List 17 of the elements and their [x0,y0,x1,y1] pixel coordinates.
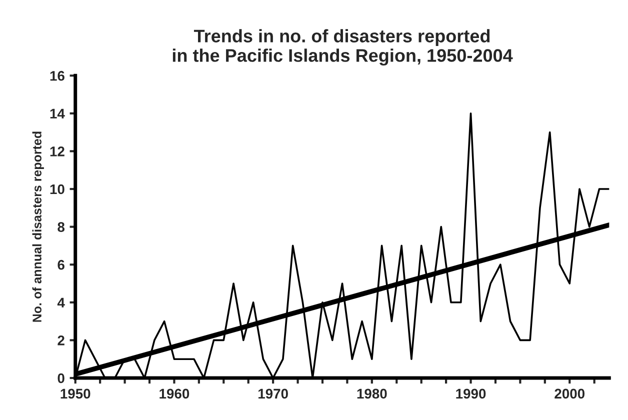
y-tick-label: 0 [58,373,64,384]
y-tick-label: 10 [50,184,64,194]
chart-title: Trends in no. of disasters reported in the Pacific Islands Region, 1950-2004 [172,29,513,66]
y-axis-title: No. of annual disasters reported [32,132,44,322]
x-tick-label: 1990 [456,388,486,399]
y-tick-label: 2 [58,336,64,346]
x-tick-label: 1970 [258,388,288,399]
y-tick-label: 8 [58,222,65,232]
y-tick-label: 14 [50,108,65,118]
x-tick-label: 1960 [160,388,190,399]
y-tick-label: 12 [50,146,64,156]
y-tick-label: 4 [57,298,65,308]
x-tick-label: 2000 [554,388,584,399]
y-tick-label: 16 [50,70,64,81]
x-tick-label: 1950 [60,388,90,399]
x-tick-label: 1980 [357,388,387,399]
y-tick-label: 6 [58,260,64,270]
